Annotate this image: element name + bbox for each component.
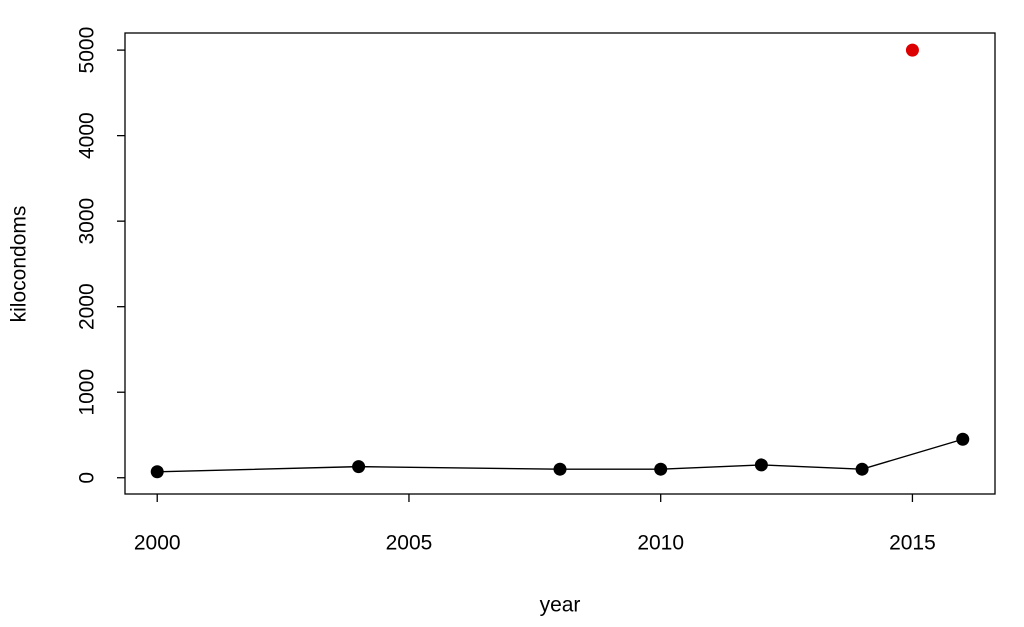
point <box>352 460 366 474</box>
y-tick-label: 3000 <box>76 198 99 245</box>
point <box>956 432 970 446</box>
y-tick-label: 1000 <box>76 369 99 416</box>
point <box>754 458 768 472</box>
x-tick-label: 2010 <box>637 532 684 555</box>
y-tick-label: 0 <box>76 472 99 484</box>
point <box>553 462 567 476</box>
x-tick-label: 2005 <box>386 532 433 555</box>
plot-box <box>124 32 996 495</box>
x-tick-label: 2000 <box>134 532 181 555</box>
x-tick-label: 2015 <box>889 532 936 555</box>
y-tick-label: 4000 <box>76 112 99 159</box>
point <box>855 462 869 476</box>
y-axis-label: kilocondoms <box>8 206 31 323</box>
point <box>905 43 919 57</box>
point <box>654 462 668 476</box>
y-tick-label: 5000 <box>76 27 99 74</box>
y-tick-label: 2000 <box>76 283 99 330</box>
point <box>150 465 164 479</box>
x-axis-label: year <box>540 594 581 617</box>
